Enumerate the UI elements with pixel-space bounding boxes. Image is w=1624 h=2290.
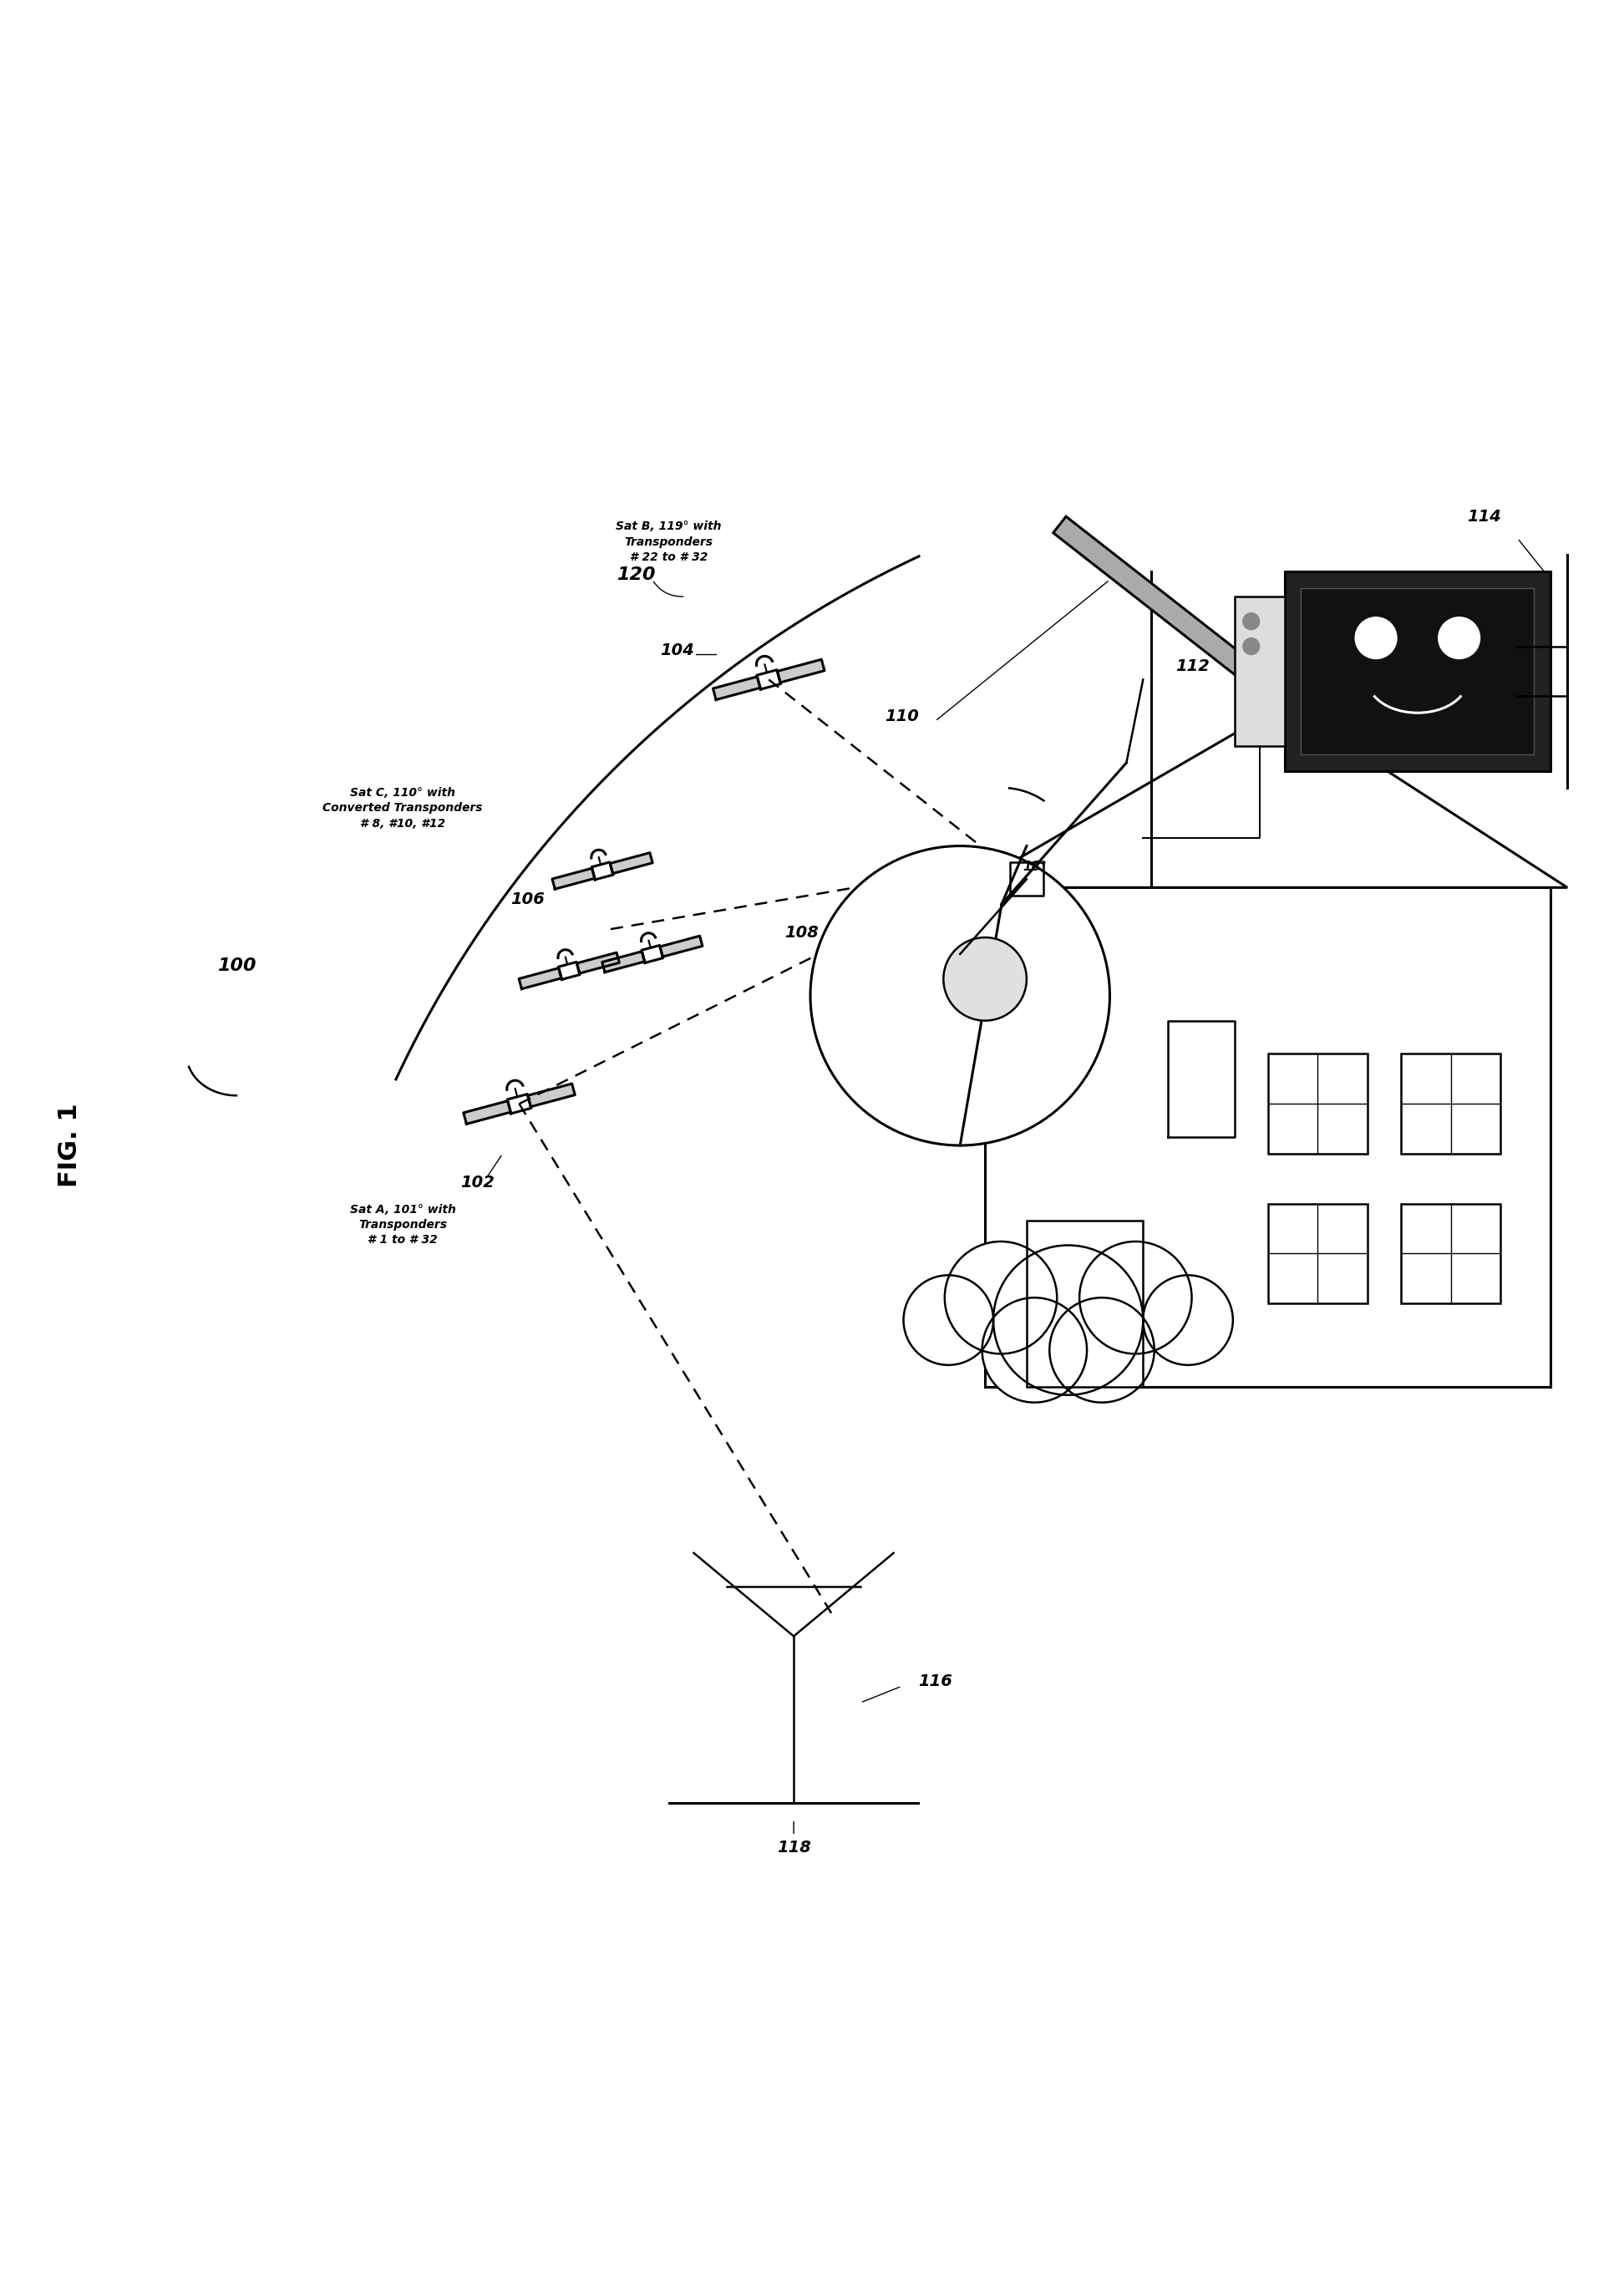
- Text: 120: 120: [615, 566, 654, 584]
- Text: Sat C, 110° with
Converted Transponders
# 8, #10, #12: Sat C, 110° with Converted Transponders …: [323, 788, 482, 829]
- Circle shape: [1242, 639, 1260, 655]
- Text: 112: 112: [1176, 660, 1210, 676]
- Circle shape: [903, 1276, 994, 1365]
- Text: 100: 100: [218, 957, 257, 973]
- Polygon shape: [1234, 595, 1285, 747]
- Text: FIG. 1: FIG. 1: [58, 1104, 83, 1189]
- Polygon shape: [641, 946, 663, 962]
- Polygon shape: [1026, 1221, 1143, 1388]
- Circle shape: [1354, 618, 1397, 660]
- Circle shape: [945, 1241, 1057, 1353]
- Circle shape: [1143, 1276, 1233, 1365]
- Polygon shape: [778, 660, 825, 682]
- Circle shape: [944, 937, 1026, 1021]
- Text: 106: 106: [510, 891, 544, 907]
- Text: 110: 110: [885, 708, 919, 724]
- Circle shape: [1439, 618, 1479, 660]
- Circle shape: [994, 1246, 1143, 1395]
- Polygon shape: [1285, 572, 1551, 772]
- Text: 108: 108: [784, 925, 818, 941]
- Circle shape: [983, 1298, 1086, 1401]
- Polygon shape: [1402, 1205, 1501, 1303]
- Polygon shape: [659, 937, 703, 957]
- Polygon shape: [713, 676, 760, 701]
- Polygon shape: [1268, 1053, 1367, 1154]
- Polygon shape: [591, 861, 614, 879]
- Polygon shape: [577, 953, 619, 973]
- Polygon shape: [559, 962, 580, 980]
- Polygon shape: [520, 969, 562, 989]
- Text: 104: 104: [661, 641, 695, 657]
- Text: 18°: 18°: [1023, 861, 1047, 872]
- Polygon shape: [552, 868, 594, 889]
- Polygon shape: [1402, 1053, 1501, 1154]
- Text: 114: 114: [1466, 508, 1501, 524]
- Polygon shape: [611, 852, 653, 872]
- Text: 116: 116: [918, 1674, 952, 1690]
- Polygon shape: [1268, 1205, 1367, 1303]
- Polygon shape: [528, 1083, 575, 1106]
- Circle shape: [1242, 614, 1260, 630]
- Polygon shape: [603, 950, 645, 973]
- Polygon shape: [757, 671, 781, 689]
- Polygon shape: [1301, 589, 1535, 753]
- Text: Sat A, 101° with
Transponders
# 1 to # 32: Sat A, 101° with Transponders # 1 to # 3…: [349, 1205, 456, 1246]
- Text: 118: 118: [776, 1839, 810, 1855]
- Polygon shape: [986, 889, 1551, 1388]
- Circle shape: [810, 845, 1109, 1145]
- Text: Sat B, 119° with
Transponders
# 22 to # 32: Sat B, 119° with Transponders # 22 to # …: [615, 520, 721, 563]
- Polygon shape: [968, 705, 1567, 889]
- Polygon shape: [1054, 518, 1249, 676]
- Polygon shape: [507, 1095, 531, 1113]
- Circle shape: [1049, 1298, 1155, 1401]
- Text: 102: 102: [461, 1175, 495, 1191]
- Circle shape: [1080, 1241, 1192, 1353]
- Polygon shape: [463, 1101, 510, 1124]
